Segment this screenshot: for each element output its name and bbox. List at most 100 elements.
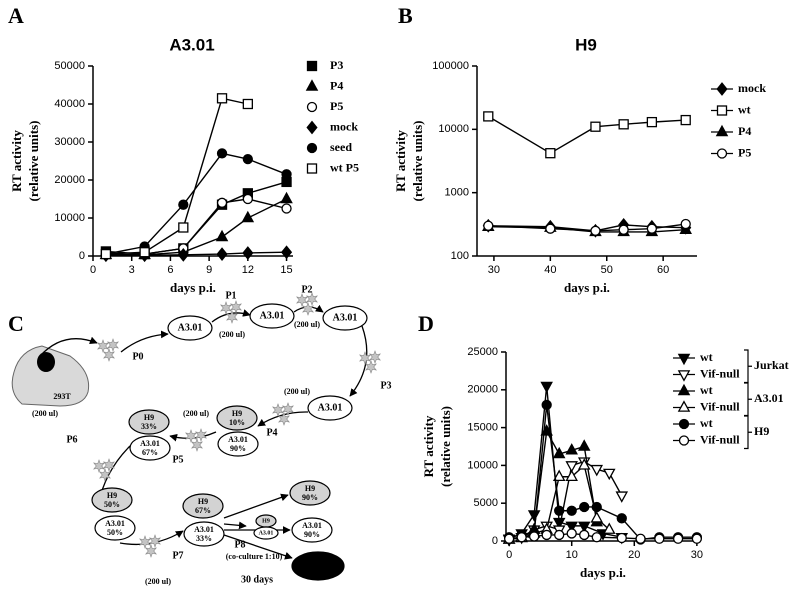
marker [216,197,228,208]
legend-group-label: H9 [754,424,769,438]
legend-bracket [744,349,752,384]
node-label: A3.01 [194,525,214,534]
node-label: 67% [142,448,158,457]
arrow [223,521,247,530]
legend-marker [678,418,690,430]
node-label: 67% [195,506,211,515]
x-tick-label: 60 [657,264,669,276]
y-tick-label: 5000 [474,497,498,509]
node [291,517,333,543]
x-axis-label: days p.i. [170,280,216,295]
y-tick-label: 50000 [54,60,85,72]
x-tick-label: 10 [566,549,578,561]
legend-label: P5 [330,99,343,113]
marker [577,458,591,470]
virus-star [97,339,109,353]
virus-star [302,302,314,316]
virus-star [185,429,197,443]
marker [554,529,565,541]
marker [618,224,629,235]
virus-star [278,412,290,426]
node-label: A3.01 [260,310,285,321]
marker [483,220,494,231]
legend-marker [677,400,691,412]
legend-group-label: Jurkat [754,358,789,372]
virus-star [365,360,377,374]
virus-star [369,350,381,364]
legend-marker [678,435,690,446]
x-tick-label: 30 [488,264,500,276]
marker [215,229,229,242]
y-tick-label: 20000 [467,384,498,396]
legend-bracket [744,382,752,417]
node [129,435,171,461]
y-tick-label: 10000 [438,123,469,135]
node [91,487,133,513]
virus-star [191,438,203,452]
node-label: H9 [144,413,154,422]
volume-label: (200 ul) [294,320,320,329]
series-line [487,115,686,155]
node [322,305,368,331]
volume-label: (200 ul) [32,409,58,418]
marker [242,246,254,260]
marker [579,529,590,541]
node-label: H9 [198,497,208,506]
node-label: 90% [302,493,318,502]
series-line [508,385,622,540]
node-label: 50% [107,528,123,537]
series-line [105,152,287,255]
y-tick-label: 10000 [467,459,498,471]
marker [590,511,604,523]
marker [503,533,515,544]
virus-star [282,402,294,416]
x-tick-label: 50 [601,264,613,276]
virus-star [359,351,371,365]
virus-star [272,403,284,417]
marker [281,203,292,214]
marker [177,247,189,262]
node [128,409,170,435]
marker [591,532,602,543]
marker [602,468,616,481]
node [289,480,331,506]
x-tick-label: 30 [691,549,703,561]
x-tick-label: 6 [167,264,173,276]
node-label: 33% [141,422,157,431]
panel-label: C [8,311,24,336]
marker [178,199,189,210]
series-line [105,97,248,255]
legend-marker [677,383,691,396]
marker [545,148,556,159]
marker [566,528,577,539]
marker [483,111,494,122]
marker [540,381,553,394]
legend-marker [716,105,728,116]
node-label: A3.01 [228,435,248,444]
marker [242,153,253,165]
node-label: A3.01 [105,519,125,528]
marker [216,148,228,159]
virus-star [195,428,207,442]
node [167,315,213,341]
legend-label: P5 [738,145,751,159]
legend-label: Vif-null [700,399,740,413]
y-tick-label: 0 [79,250,85,262]
series-line [488,223,686,232]
marker [635,533,646,544]
marker [280,245,293,260]
virus-star [296,293,308,307]
marker [691,533,703,544]
marker [616,513,627,524]
step-label: P3 [380,380,391,391]
arrow [211,309,251,323]
x-tick-label: 12 [242,264,254,276]
y-axis-label: (relative units) [26,121,41,202]
marker [590,121,601,132]
marker [281,169,292,180]
legend-label: wt [700,383,713,397]
node-label: 50% [104,500,120,509]
marker [579,501,590,513]
marker [615,491,629,503]
arrow [257,411,309,427]
